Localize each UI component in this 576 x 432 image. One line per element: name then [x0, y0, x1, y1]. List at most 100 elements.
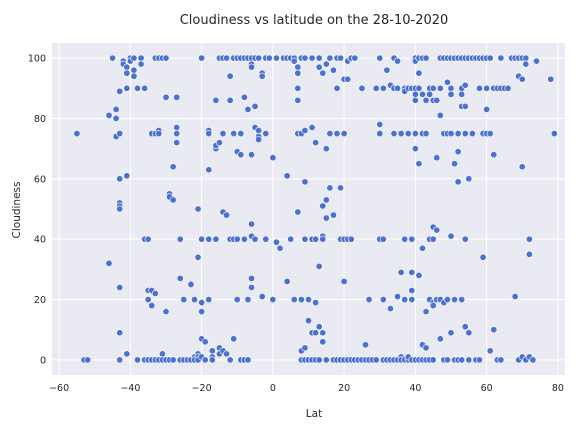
data-point: [169, 356, 177, 364]
data-point: [333, 130, 341, 138]
data-point: [84, 356, 92, 364]
data-point: [248, 220, 256, 228]
data-point: [276, 244, 284, 252]
data-point: [244, 356, 252, 364]
data-point: [315, 323, 323, 331]
data-point: [212, 96, 220, 104]
data-point: [301, 178, 309, 186]
data-point: [411, 96, 419, 104]
data-point: [248, 151, 256, 159]
data-point: [394, 57, 402, 65]
data-point: [454, 148, 462, 156]
data-point: [198, 308, 206, 316]
data-point: [198, 299, 206, 307]
data-point: [130, 54, 138, 62]
data-point: [233, 296, 241, 304]
data-point: [422, 344, 430, 352]
data-point: [112, 105, 120, 113]
data-point: [383, 66, 391, 74]
data-point: [411, 130, 419, 138]
data-point: [522, 54, 530, 62]
data-point: [358, 84, 366, 92]
data-point: [436, 111, 444, 119]
chart-title: Cloudiness vs latitude on the 28-10-2020: [180, 13, 449, 28]
data-point: [251, 235, 259, 243]
data-point: [461, 81, 469, 89]
data-point: [173, 124, 181, 132]
data-point: [205, 235, 213, 243]
data-point: [379, 235, 387, 243]
data-point: [312, 139, 320, 147]
data-point: [429, 84, 437, 92]
data-point: [287, 235, 295, 243]
data-point: [415, 84, 423, 92]
data-point: [255, 127, 263, 135]
y-tick-label: 100: [28, 54, 46, 65]
data-point: [208, 347, 216, 355]
data-point: [290, 296, 298, 304]
data-point: [169, 163, 177, 171]
data-point: [497, 54, 505, 62]
y-tick-label: 0: [40, 355, 46, 366]
data-point: [112, 114, 120, 122]
y-tick-label: 80: [34, 114, 46, 125]
data-point: [379, 84, 387, 92]
data-point: [315, 54, 323, 62]
data-point: [123, 172, 131, 180]
data-point: [340, 277, 348, 285]
data-point: [461, 323, 469, 331]
data-point: [408, 235, 416, 243]
data-point: [365, 296, 373, 304]
data-point: [347, 235, 355, 243]
data-point: [283, 277, 291, 285]
data-point: [258, 293, 266, 301]
data-point: [315, 356, 323, 364]
data-point: [223, 54, 231, 62]
data-point: [162, 54, 170, 62]
data-point: [244, 105, 252, 113]
data-point: [123, 350, 131, 358]
data-point: [329, 66, 337, 74]
data-point: [465, 329, 473, 337]
data-point: [518, 163, 526, 171]
data-point: [240, 235, 248, 243]
data-point: [158, 350, 166, 358]
data-point: [251, 102, 259, 110]
data-point: [226, 356, 234, 364]
data-point: [458, 356, 466, 364]
x-tick-label: −60: [49, 383, 69, 394]
data-point: [326, 130, 334, 138]
data-point: [304, 317, 312, 325]
data-point: [116, 175, 124, 183]
data-point: [415, 69, 423, 77]
x-axis-label: Lat: [306, 408, 322, 420]
data-point: [226, 72, 234, 80]
x-tick-label: 80: [552, 383, 564, 394]
data-point: [394, 293, 402, 301]
data-point: [529, 356, 537, 364]
data-point: [443, 78, 451, 86]
data-point: [337, 184, 345, 192]
data-point: [326, 184, 334, 192]
data-point: [162, 308, 170, 316]
data-point: [294, 69, 302, 77]
data-point: [208, 356, 216, 364]
x-tick-label: 60: [481, 383, 493, 394]
data-point: [265, 54, 273, 62]
data-point: [436, 335, 444, 343]
data-point: [201, 338, 209, 346]
data-point: [386, 305, 394, 313]
data-point: [294, 84, 302, 92]
data-point: [483, 105, 491, 113]
data-point: [319, 235, 327, 243]
data-point: [137, 54, 145, 62]
data-point: [191, 296, 199, 304]
data-point: [454, 178, 462, 186]
data-point: [511, 293, 519, 301]
data-point: [397, 130, 405, 138]
data-point: [223, 350, 231, 358]
data-point: [461, 235, 469, 243]
data-point: [532, 57, 540, 65]
data-point: [486, 347, 494, 355]
data-point: [397, 268, 405, 276]
